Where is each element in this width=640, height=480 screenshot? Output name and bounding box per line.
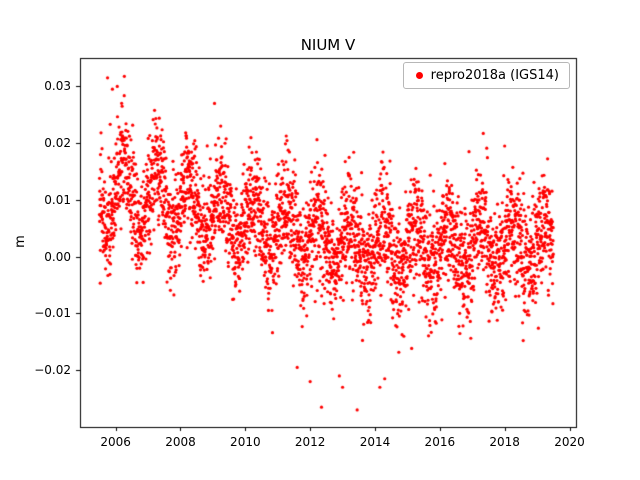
x-tick-label: 2014 [359, 435, 391, 449]
x-tick-label: 2010 [230, 435, 261, 449]
y-tick-label: 0.03 [44, 79, 71, 94]
y-tick-label: 0.00 [44, 249, 71, 264]
x-tick-label: 2018 [489, 435, 520, 449]
y-tick-label: 0.02 [44, 136, 71, 151]
chart-title: NIUM V [300, 36, 356, 54]
y-tick-label: 0.01 [44, 192, 71, 207]
legend-dot-marker-icon [415, 72, 423, 79]
legend: repro2018a (IGS14) [402, 62, 570, 89]
legend-label: repro2018a (IGS14) [430, 68, 559, 83]
x-tick-label: 2020 [554, 435, 585, 449]
x-tick-label: 2012 [294, 435, 326, 449]
x-tick-label: 2016 [424, 435, 456, 449]
x-tick-label: 2006 [100, 435, 131, 449]
y-tick-label: −0.01 [34, 306, 71, 321]
x-tick-label: 2008 [165, 435, 196, 449]
y-axis-label: m [12, 235, 28, 248]
y-tick-label: −0.02 [34, 363, 71, 378]
